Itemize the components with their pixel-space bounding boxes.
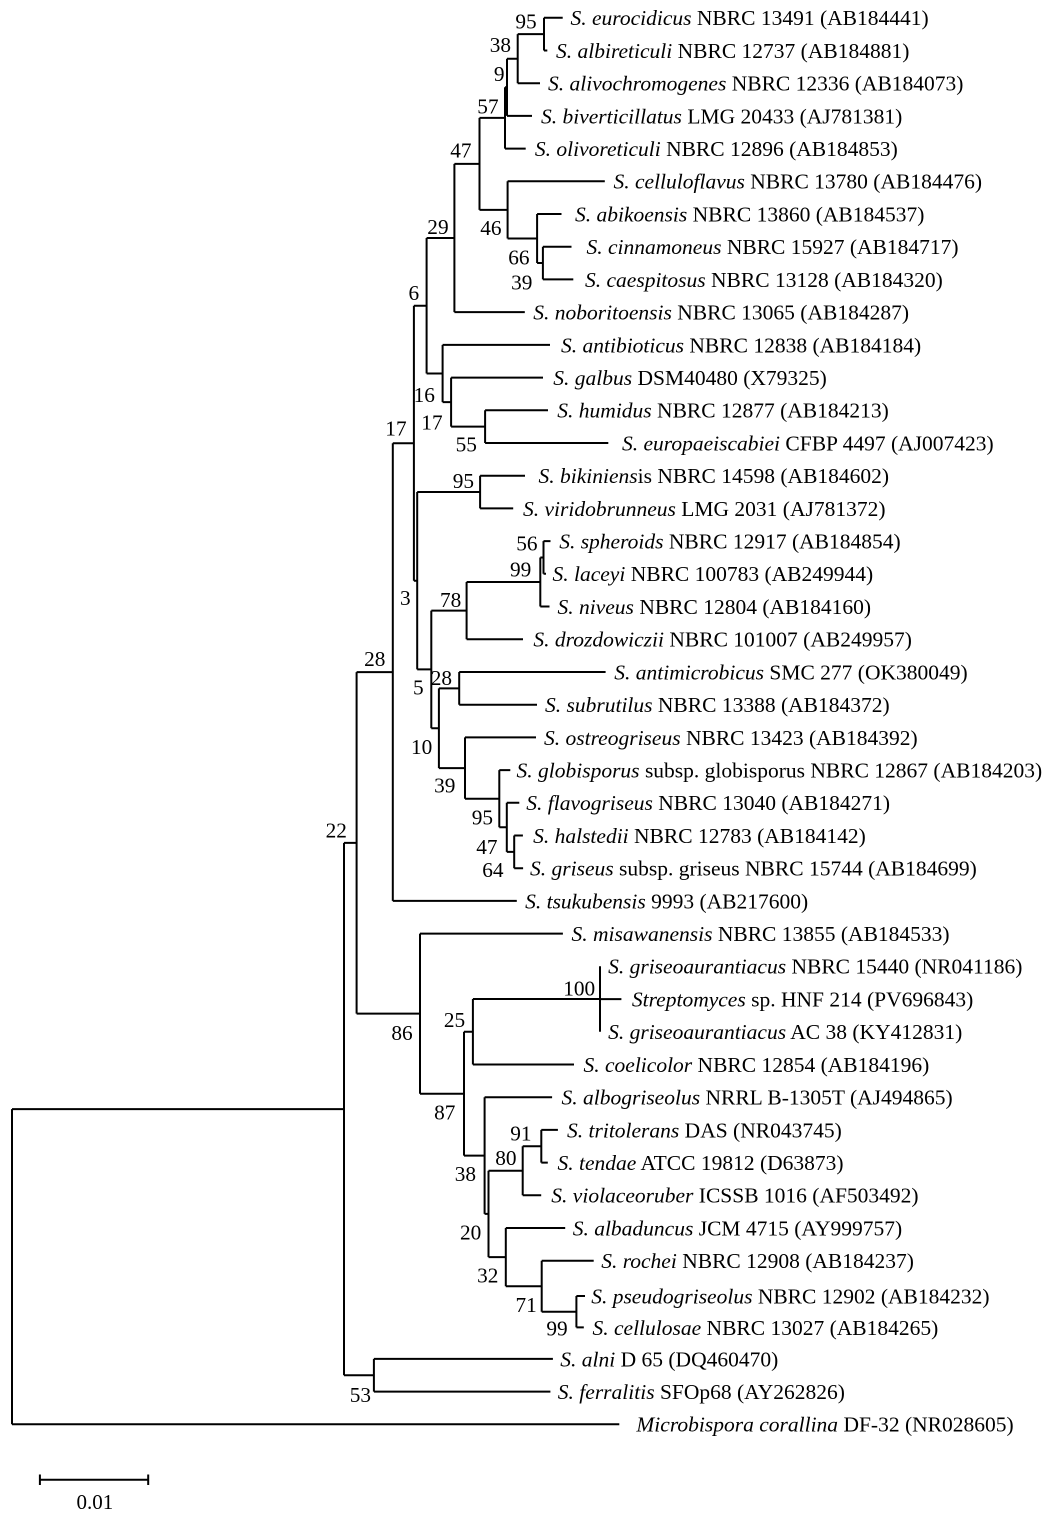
svg-text:22: 22 xyxy=(326,819,347,843)
svg-text:S. rochei NBRC 12908 (AB184237: S. rochei NBRC 12908 (AB184237) xyxy=(601,1249,914,1273)
svg-text:S. globisporus subsp. globispo: S. globisporus subsp. globisporus NBRC 1… xyxy=(517,759,1043,783)
svg-text:64: 64 xyxy=(482,858,504,882)
svg-text:16: 16 xyxy=(414,383,436,407)
svg-text:S. antibioticus NBRC 12838 (AB: S. antibioticus NBRC 12838 (AB184184) xyxy=(561,333,921,357)
svg-text:0.01: 0.01 xyxy=(77,1490,114,1514)
svg-text:S. eurocidicus NBRC 13491 (AB1: S. eurocidicus NBRC 13491 (AB184441) xyxy=(571,6,929,30)
svg-text:95: 95 xyxy=(472,806,493,830)
svg-text:S. niveus NBRC 12804 (AB184160: S. niveus NBRC 12804 (AB184160) xyxy=(558,595,872,619)
svg-text:S. griseoaurantiacus NBRC 1544: S. griseoaurantiacus NBRC 15440 (NR04118… xyxy=(608,955,1022,979)
svg-text:99: 99 xyxy=(546,1317,567,1341)
svg-text:S. flavogriseus NBRC 13040 (AB: S. flavogriseus NBRC 13040 (AB184271) xyxy=(526,791,890,815)
svg-text:Microbispora corallina DF-32 (: Microbispora corallina DF-32 (NR028605) xyxy=(635,1413,1013,1437)
svg-text:57: 57 xyxy=(477,95,499,119)
svg-text:53: 53 xyxy=(350,1383,371,1407)
svg-text:17: 17 xyxy=(385,417,407,441)
svg-text:28: 28 xyxy=(364,647,385,671)
svg-text:S. europaeiscabiei CFBP 4497 (: S. europaeiscabiei CFBP 4497 (AJ007423) xyxy=(622,431,994,455)
svg-text:S. pseudogriseolus NBRC 12902: S. pseudogriseolus NBRC 12902 (AB184232) xyxy=(591,1284,989,1308)
svg-text:S. subrutilus NBRC 13388 (AB18: S. subrutilus NBRC 13388 (AB184372) xyxy=(545,693,890,717)
svg-text:9: 9 xyxy=(494,62,505,86)
svg-text:S. tendae ATCC 19812 (D63873): S. tendae ATCC 19812 (D63873) xyxy=(558,1151,844,1175)
svg-text:Streptomyces sp. HNF 214 (PV69: Streptomyces sp. HNF 214 (PV696843) xyxy=(632,988,973,1012)
svg-text:S. misawanensis NBRC 13855 (AB: S. misawanensis NBRC 13855 (AB184533) xyxy=(572,922,950,946)
svg-text:100: 100 xyxy=(563,977,595,1001)
svg-text:S. biverticillatus LMG 20433 (: S. biverticillatus LMG 20433 (AJ781381) xyxy=(541,104,902,128)
svg-text:S. antimicrobicus SMC 277 (OK3: S. antimicrobicus SMC 277 (OK380049) xyxy=(614,660,967,684)
svg-text:39: 39 xyxy=(511,271,532,295)
svg-text:55: 55 xyxy=(456,433,477,457)
svg-text:47: 47 xyxy=(450,139,472,163)
svg-text:29: 29 xyxy=(427,215,448,239)
svg-text:32: 32 xyxy=(477,1264,498,1288)
svg-text:S. caespitosus NBRC 13128 (AB1: S. caespitosus NBRC 13128 (AB184320) xyxy=(585,268,943,292)
svg-text:S. spheroids NBRC 12917 (AB184: S. spheroids NBRC 12917 (AB184854) xyxy=(559,530,900,554)
svg-text:S. noboritoensis NBRC 13065 (A: S. noboritoensis NBRC 13065 (AB184287) xyxy=(533,301,909,325)
svg-text:46: 46 xyxy=(480,216,502,240)
svg-text:56: 56 xyxy=(516,532,538,556)
svg-text:25: 25 xyxy=(444,1008,465,1032)
svg-text:S. coelicolor NBRC 12854 (AB18: S. coelicolor NBRC 12854 (AB184196) xyxy=(584,1053,930,1077)
svg-text:86: 86 xyxy=(391,1021,413,1045)
svg-text:S. halstedii NBRC 12783 (AB184: S. halstedii NBRC 12783 (AB184142) xyxy=(533,824,866,848)
svg-text:S. alivochromogenes NBRC 12336: S. alivochromogenes NBRC 12336 (AB184073… xyxy=(548,72,963,96)
svg-text:S. abikoensis NBRC 13860 (AB18: S. abikoensis NBRC 13860 (AB184537) xyxy=(575,202,924,226)
svg-text:S. ferralitis SFOp68 (AY262826: S. ferralitis SFOp68 (AY262826) xyxy=(558,1380,845,1404)
svg-text:S. viridobrunneus LMG 2031 (AJ: S. viridobrunneus LMG 2031 (AJ781372) xyxy=(523,497,886,521)
svg-text:47: 47 xyxy=(476,835,498,859)
svg-text:95: 95 xyxy=(453,469,474,493)
svg-text:5: 5 xyxy=(413,676,424,700)
svg-text:38: 38 xyxy=(455,1162,476,1186)
svg-text:S. bikiniensis NBRC 14598 (AB1: S. bikiniensis NBRC 14598 (AB184602) xyxy=(539,464,890,488)
svg-text:S. albaduncus JCM 4715 (AY9997: S. albaduncus JCM 4715 (AY999757) xyxy=(573,1216,903,1240)
svg-text:66: 66 xyxy=(508,246,530,270)
svg-text:S. albogriseolus NRRL B-1305T: S. albogriseolus NRRL B-1305T (AJ494865) xyxy=(562,1086,953,1110)
svg-text:6: 6 xyxy=(408,281,419,305)
svg-text:S. olivoreticuli NBRC 12896 (A: S. olivoreticuli NBRC 12896 (AB184853) xyxy=(535,137,898,161)
svg-text:39: 39 xyxy=(434,774,455,798)
svg-text:10: 10 xyxy=(411,735,432,759)
svg-text:20: 20 xyxy=(460,1221,481,1245)
svg-text:S. violaceoruber ICSSB 1016 (A: S. violaceoruber ICSSB 1016 (AF503492) xyxy=(551,1184,918,1208)
svg-text:99: 99 xyxy=(510,558,531,582)
svg-text:S. cinnamoneus NBRC 15927 (AB1: S. cinnamoneus NBRC 15927 (AB184717) xyxy=(587,235,959,259)
svg-text:S. celluloflavus NBRC 13780 (A: S. celluloflavus NBRC 13780 (AB184476) xyxy=(614,170,982,194)
svg-text:3: 3 xyxy=(400,586,411,610)
svg-text:80: 80 xyxy=(495,1146,516,1170)
svg-text:S. ostreogriseus NBRC 13423 (A: S. ostreogriseus NBRC 13423 (AB184392) xyxy=(544,726,918,750)
svg-text:95: 95 xyxy=(515,10,536,34)
svg-text:S. griseoaurantiacus AC 38 (KY: S. griseoaurantiacus AC 38 (KY412831) xyxy=(608,1020,962,1044)
svg-text:S. galbus DSM40480 (X79325): S. galbus DSM40480 (X79325) xyxy=(553,366,827,390)
svg-text:S. laceyi NBRC 100783 (AB24994: S. laceyi NBRC 100783 (AB249944) xyxy=(553,562,874,586)
svg-text:71: 71 xyxy=(516,1293,537,1317)
svg-text:S. cellulosae NBRC 13027 (AB18: S. cellulosae NBRC 13027 (AB184265) xyxy=(593,1316,939,1340)
svg-text:28: 28 xyxy=(431,666,452,690)
svg-text:S. tsukubensis 9993 (AB217600): S. tsukubensis 9993 (AB217600) xyxy=(525,889,808,913)
svg-text:17: 17 xyxy=(421,411,443,435)
svg-text:78: 78 xyxy=(440,588,461,612)
svg-text:S. griseus subsp. griseus NBRC: S. griseus subsp. griseus NBRC 15744 (AB… xyxy=(530,857,977,881)
svg-text:87: 87 xyxy=(434,1101,456,1125)
svg-text:91: 91 xyxy=(510,1122,531,1146)
svg-text:S. albireticuli NBRC 12737 (AB: S. albireticuli NBRC 12737 (AB184881) xyxy=(556,39,909,63)
svg-text:S. alni D 65 (DQ460470): S. alni D 65 (DQ460470) xyxy=(560,1347,778,1371)
svg-text:S. humidus NBRC 12877 (AB18421: S. humidus NBRC 12877 (AB184213) xyxy=(557,399,888,423)
svg-text:S. drozdowiczii NBRC 101007 (A: S. drozdowiczii NBRC 101007 (AB249957) xyxy=(533,628,911,652)
svg-text:S. tritolerans DAS (NR043745): S. tritolerans DAS (NR043745) xyxy=(567,1118,842,1142)
svg-text:38: 38 xyxy=(490,33,511,57)
